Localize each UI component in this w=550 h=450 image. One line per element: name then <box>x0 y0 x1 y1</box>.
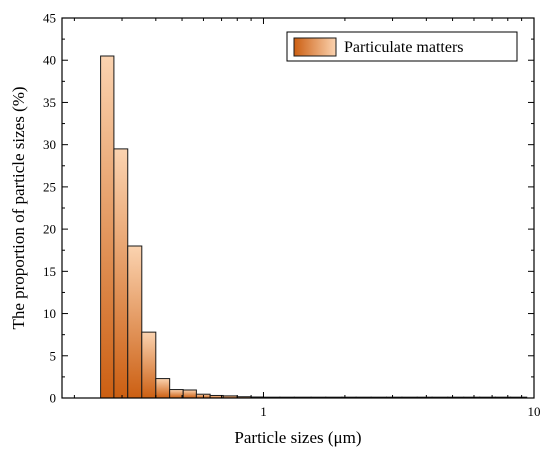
legend-swatch <box>293 37 337 57</box>
histogram-bar <box>141 331 157 399</box>
y-tick-label: 45 <box>43 11 56 26</box>
histogram-bar <box>113 148 129 399</box>
histogram-bar <box>169 389 184 399</box>
histogram-bar <box>127 245 143 399</box>
y-tick-label: 30 <box>43 137 56 152</box>
y-tick-label: 5 <box>50 348 57 363</box>
x-axis-label: Particle sizes (μm) <box>234 428 361 447</box>
legend-label: Particulate matters <box>344 39 464 56</box>
y-tick-label: 20 <box>43 222 56 237</box>
y-tick-label: 25 <box>43 179 56 194</box>
histogram-bar <box>155 378 171 399</box>
x-tick-label: 1 <box>260 404 267 419</box>
x-tick-label: 10 <box>528 404 541 419</box>
y-tick-label: 40 <box>43 53 56 68</box>
histogram-bar <box>182 389 197 399</box>
legend: Particulate matters <box>286 31 518 62</box>
y-axis-label: The proportion of particle sizes (%) <box>9 86 28 329</box>
y-tick-label: 15 <box>43 264 56 279</box>
histogram-bars <box>100 55 528 399</box>
histogram-bar <box>100 55 115 399</box>
plot-frame <box>61 17 535 399</box>
y-tick-label: 10 <box>43 306 56 321</box>
y-tick-label: 0 <box>50 391 57 406</box>
y-tick-label: 35 <box>43 95 56 110</box>
tick-labels: 0 5 10 15 20 25 30 35 40 45 1 10 <box>43 11 541 420</box>
